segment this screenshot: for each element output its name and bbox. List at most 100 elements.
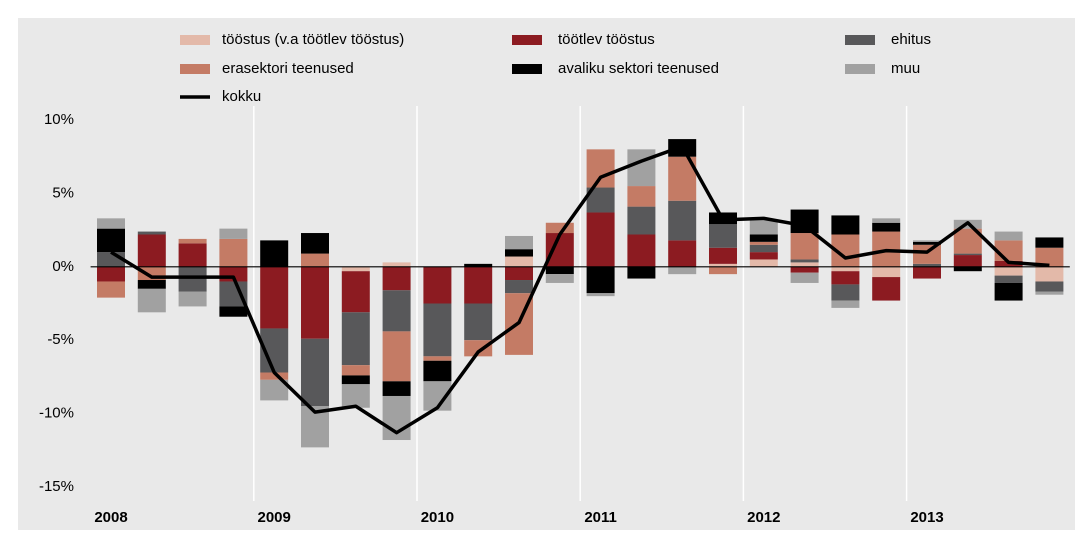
bar — [382, 331, 411, 382]
bar — [749, 241, 778, 245]
y-tick-label: 0% — [52, 258, 74, 275]
bar — [260, 266, 289, 329]
bar — [913, 240, 941, 242]
bar — [790, 259, 819, 263]
bar — [382, 266, 411, 291]
bar — [913, 244, 941, 264]
bar — [260, 379, 289, 401]
legend-swatch — [180, 64, 210, 74]
bar — [790, 233, 819, 260]
bar — [545, 222, 574, 234]
bar — [749, 244, 778, 253]
bar — [790, 266, 819, 273]
bar — [749, 234, 778, 242]
bar — [586, 293, 615, 297]
y-tick-label: -15% — [39, 478, 74, 495]
bar — [137, 231, 166, 235]
bar — [790, 272, 819, 283]
legend-label: muu — [891, 60, 920, 77]
bar — [464, 340, 493, 357]
bar — [260, 372, 289, 380]
bar — [627, 186, 656, 207]
bar — [709, 224, 737, 248]
bar — [872, 218, 901, 223]
bar — [341, 365, 370, 376]
bar — [913, 263, 941, 267]
bar — [749, 252, 778, 260]
bar — [831, 266, 860, 272]
bar — [668, 240, 697, 267]
bar — [913, 266, 941, 279]
bar — [219, 238, 248, 267]
legend-label: avaliku sektori teenused — [558, 60, 719, 77]
bar — [790, 209, 819, 234]
bar — [627, 266, 656, 279]
bar — [831, 284, 860, 301]
bar — [382, 381, 411, 396]
legend-label: tööstus (v.a töötlev tööstus) — [222, 31, 404, 48]
bar — [505, 280, 533, 294]
bar — [301, 253, 329, 267]
bar — [953, 255, 982, 267]
bar — [709, 247, 737, 264]
bar — [423, 266, 452, 304]
x-tick-label: 2013 — [910, 509, 943, 526]
bar — [994, 231, 1023, 241]
bar — [301, 338, 329, 407]
bar — [505, 249, 533, 257]
legend-swatch — [512, 64, 542, 74]
bar — [586, 266, 615, 294]
bar — [1035, 237, 1064, 248]
bar — [423, 356, 452, 361]
x-tick-label: 2009 — [258, 509, 291, 526]
legend-label: erasektori teenused — [222, 60, 354, 77]
bar — [872, 277, 901, 301]
bar — [668, 266, 697, 275]
bar — [301, 266, 329, 339]
bar — [382, 290, 411, 332]
bar — [1035, 281, 1064, 292]
bar — [464, 263, 493, 267]
bar — [1035, 266, 1064, 282]
bar — [545, 266, 574, 275]
bar — [831, 271, 860, 285]
y-tick-label: -10% — [39, 405, 74, 422]
bar — [178, 291, 207, 307]
bar — [913, 241, 941, 245]
bar — [97, 266, 125, 282]
bar — [97, 281, 125, 298]
bar — [505, 235, 533, 250]
bar — [505, 266, 533, 281]
bar — [709, 266, 737, 275]
bar — [301, 233, 329, 254]
bar — [178, 238, 207, 244]
legend-label: ehitus — [891, 31, 931, 48]
legend-swatch — [180, 35, 210, 45]
legend-swatch — [845, 64, 875, 74]
bar — [97, 218, 125, 229]
y-tick-label: 5% — [52, 184, 74, 201]
y-tick-label: 10% — [44, 111, 74, 128]
bar — [341, 271, 370, 313]
bar — [790, 262, 819, 267]
bar — [178, 243, 207, 267]
x-tick-label: 2010 — [421, 509, 454, 526]
bar — [260, 240, 289, 267]
bar — [831, 300, 860, 308]
bar — [953, 253, 982, 256]
bar — [709, 263, 737, 267]
bar — [137, 288, 166, 313]
x-tick-label: 2008 — [94, 509, 127, 526]
bar — [586, 149, 615, 188]
line — [110, 144, 1050, 435]
bar — [953, 266, 982, 272]
bar — [382, 262, 411, 267]
bar — [749, 259, 778, 267]
bar — [994, 266, 1023, 276]
bar — [994, 282, 1023, 301]
bar — [1035, 247, 1064, 267]
bar — [872, 266, 901, 278]
bar — [545, 274, 574, 283]
bar — [872, 222, 901, 232]
